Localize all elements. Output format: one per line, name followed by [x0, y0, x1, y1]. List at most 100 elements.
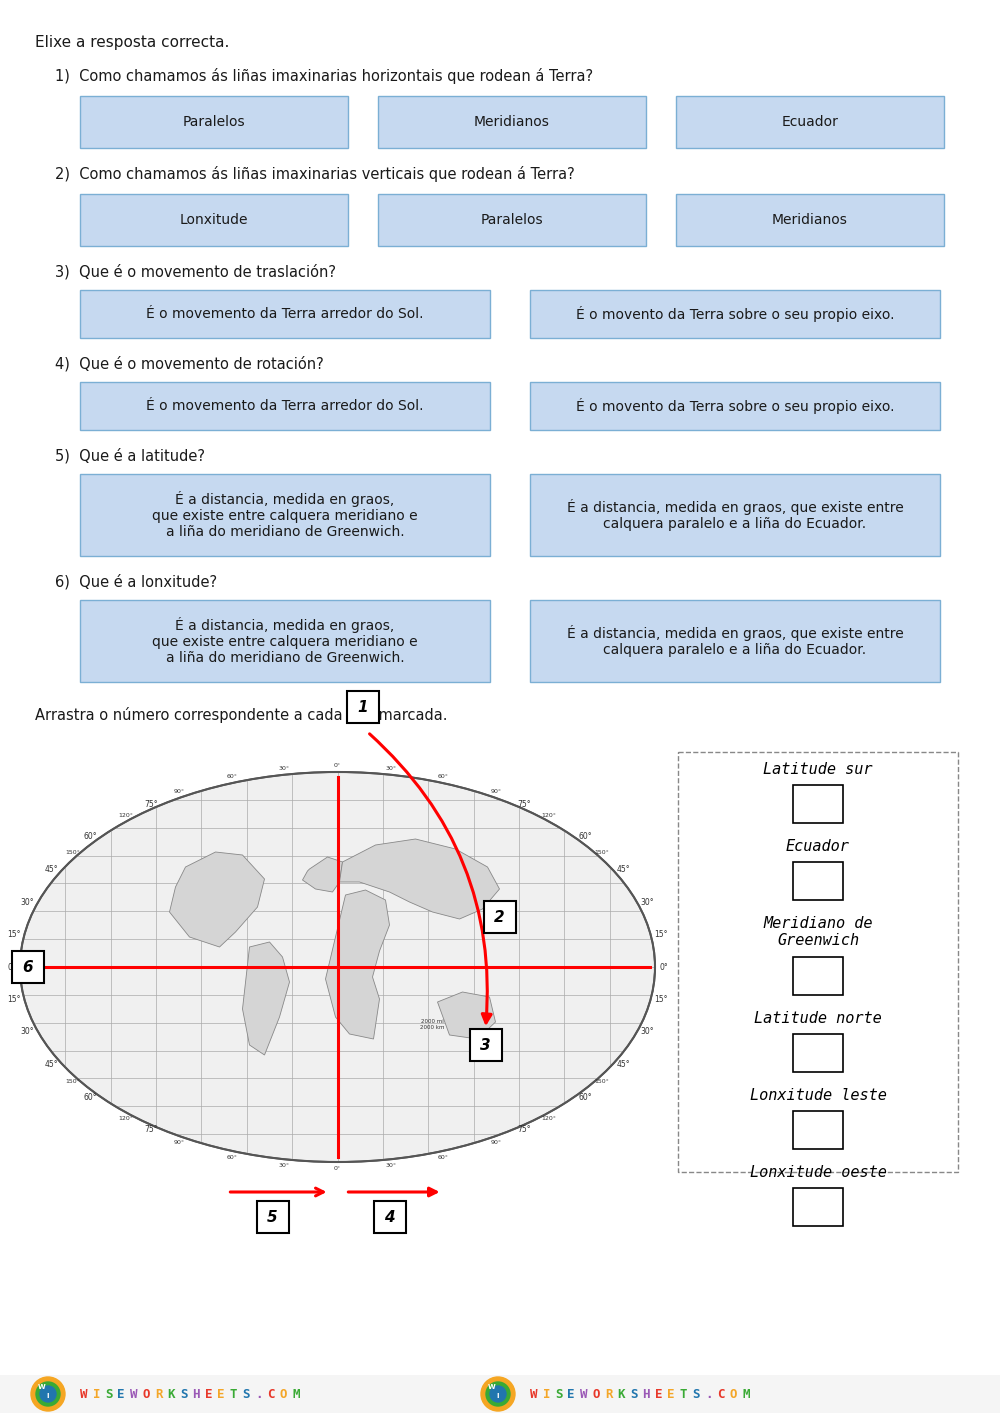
Text: 60°: 60° — [438, 774, 449, 779]
Text: Lonxitude: Lonxitude — [180, 213, 248, 227]
Bar — [793, 1034, 843, 1072]
Polygon shape — [340, 839, 500, 918]
Text: 30°: 30° — [641, 1027, 655, 1036]
Text: 6: 6 — [23, 959, 33, 975]
Text: 4: 4 — [384, 1210, 395, 1225]
Circle shape — [486, 1382, 510, 1406]
Text: S: S — [692, 1388, 700, 1400]
Bar — [80, 601, 490, 682]
Text: 5: 5 — [267, 1210, 278, 1225]
Text: E: E — [668, 1388, 675, 1400]
Text: 120°: 120° — [118, 1116, 133, 1122]
Text: Meridianos: Meridianos — [772, 213, 848, 227]
Text: R: R — [605, 1388, 612, 1400]
Text: 60°: 60° — [83, 1092, 97, 1102]
Text: S: S — [105, 1388, 112, 1400]
Text: 45°: 45° — [616, 1060, 630, 1070]
Bar — [470, 1029, 502, 1061]
Polygon shape — [170, 852, 264, 947]
Text: 150°: 150° — [66, 1080, 80, 1084]
Text: 45°: 45° — [45, 865, 59, 875]
Text: E: E — [205, 1388, 212, 1400]
Bar — [678, 752, 958, 1171]
Text: M: M — [292, 1388, 300, 1400]
Bar — [80, 96, 348, 148]
Text: 2)  Como chamamos ás liñas imaxinarias verticais que rodean á Terra?: 2) Como chamamos ás liñas imaxinarias ve… — [55, 165, 575, 182]
Text: 30°: 30° — [385, 1163, 396, 1169]
Text: 90°: 90° — [173, 788, 184, 794]
Polygon shape — [302, 858, 342, 892]
Text: O: O — [592, 1388, 600, 1400]
Bar — [80, 473, 490, 555]
Text: 90°: 90° — [491, 1140, 502, 1145]
Text: 30°: 30° — [279, 1163, 290, 1169]
Text: Ecuador: Ecuador — [782, 114, 838, 129]
Text: 45°: 45° — [616, 865, 630, 875]
Text: Latitude norte: Latitude norte — [754, 1010, 882, 1026]
Text: 30°: 30° — [641, 897, 655, 907]
Text: W: W — [580, 1388, 588, 1400]
Text: 4)  Que é o movemento de rotación?: 4) Que é o movemento de rotación? — [55, 356, 324, 372]
Text: 45°: 45° — [45, 1060, 59, 1070]
Bar — [0, 1375, 1000, 1413]
Text: É o movemento da Terra arredor do Sol.: É o movemento da Terra arredor do Sol. — [146, 398, 424, 413]
Text: Latitude sur: Latitude sur — [763, 762, 873, 777]
Text: .: . — [705, 1388, 712, 1400]
Text: 30°: 30° — [385, 766, 396, 770]
Bar — [12, 951, 44, 983]
Circle shape — [490, 1386, 506, 1402]
Bar — [256, 1201, 288, 1234]
Text: 75°: 75° — [144, 800, 158, 810]
Text: 60°: 60° — [578, 1092, 592, 1102]
Text: 120°: 120° — [118, 812, 133, 818]
Text: O: O — [730, 1388, 738, 1400]
Text: W: W — [80, 1388, 88, 1400]
Text: 30°: 30° — [279, 766, 290, 770]
Text: 15°: 15° — [7, 930, 20, 938]
Text: T: T — [230, 1388, 238, 1400]
Text: 75°: 75° — [517, 800, 531, 810]
Bar — [530, 290, 940, 338]
Bar — [378, 194, 646, 246]
Bar — [347, 691, 378, 723]
Bar — [676, 194, 944, 246]
Text: 30°: 30° — [20, 897, 34, 907]
Bar — [374, 1201, 406, 1234]
Text: 0°: 0° — [334, 763, 341, 769]
Text: 1: 1 — [357, 699, 368, 715]
Text: Paralelos: Paralelos — [183, 114, 245, 129]
Text: Meridiano de
Greenwich: Meridiano de Greenwich — [763, 916, 873, 948]
Text: H: H — [642, 1388, 650, 1400]
Text: 150°: 150° — [595, 851, 609, 855]
Text: É a distancia, medida en graos,
que existe entre calquera meridiano e
a liña do : É a distancia, medida en graos, que exis… — [152, 490, 418, 540]
Bar — [530, 601, 940, 682]
Text: E: E — [655, 1388, 662, 1400]
Text: 0°: 0° — [334, 1166, 341, 1171]
Text: S: S — [555, 1388, 562, 1400]
Text: .: . — [255, 1388, 262, 1400]
Text: Meridianos: Meridianos — [474, 114, 550, 129]
Ellipse shape — [20, 771, 655, 1161]
Text: É a distancia, medida en graos, que existe entre
calquera paralelo e a liña do E: É a distancia, medida en graos, que exis… — [567, 625, 903, 657]
Circle shape — [36, 1382, 60, 1406]
Text: I: I — [92, 1388, 100, 1400]
Text: É a distancia, medida en graos, que existe entre
calquera paralelo e a liña do E: É a distancia, medida en graos, que exis… — [567, 499, 903, 531]
Text: 30°: 30° — [20, 1027, 34, 1036]
Polygon shape — [242, 942, 290, 1056]
Text: 5)  Que é a latitude?: 5) Que é a latitude? — [55, 448, 205, 463]
Text: E: E — [568, 1388, 575, 1400]
Text: Lonxitude oeste: Lonxitude oeste — [750, 1164, 886, 1180]
Text: É a distancia, medida en graos,
que existe entre calquera meridiano e
a liña do : É a distancia, medida en graos, que exis… — [152, 617, 418, 666]
Circle shape — [481, 1378, 515, 1412]
Text: 120°: 120° — [542, 1116, 557, 1122]
Text: 15°: 15° — [7, 995, 20, 1005]
Text: H: H — [192, 1388, 200, 1400]
Circle shape — [31, 1378, 65, 1412]
Text: I: I — [542, 1388, 550, 1400]
Text: 90°: 90° — [491, 788, 502, 794]
Text: 60°: 60° — [438, 1154, 449, 1160]
Text: É o movento da Terra sobre o seu propio eixo.: É o movento da Terra sobre o seu propio … — [576, 307, 894, 322]
Bar — [676, 96, 944, 148]
Text: K: K — [618, 1388, 625, 1400]
Text: 15°: 15° — [655, 930, 668, 938]
